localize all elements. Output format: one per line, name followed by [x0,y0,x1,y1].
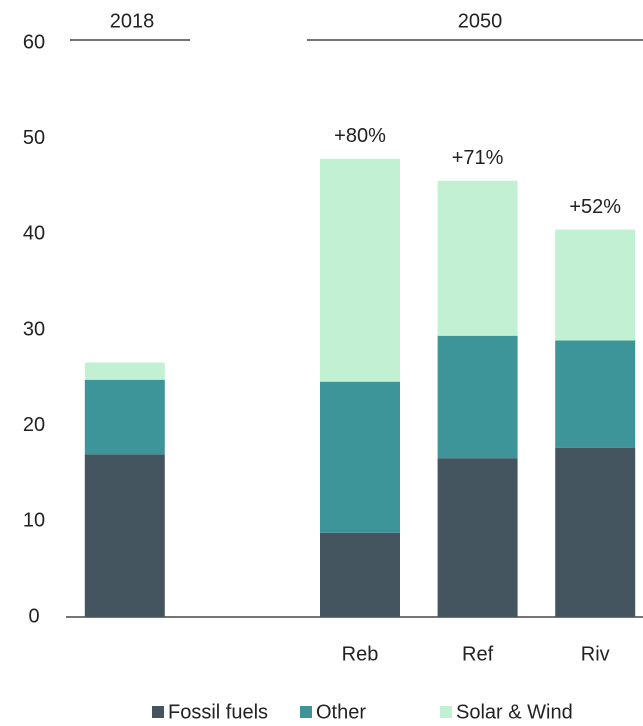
legend-swatch [300,706,312,718]
bar-segment [84,362,165,380]
y-tick-label: 10 [23,510,45,532]
y-tick-label: 60 [23,31,45,53]
y-tick-label: 50 [23,127,45,149]
bar-segment [437,180,518,336]
bar-segment [84,454,165,617]
bar-segment [555,447,636,617]
bar-segment [320,532,400,617]
bar-annotation: +71% [452,147,504,169]
legend-swatch [440,706,452,718]
group-label: 2018 [110,10,155,32]
x-tick-label: Riv [581,643,610,665]
legend-label: Other [316,701,366,723]
group-label: 2050 [458,10,503,32]
x-tick-label: Ref [462,643,494,665]
y-tick-label: 30 [23,318,45,340]
bar-segment [84,379,165,455]
bar-segment [320,158,400,382]
bar-segment [555,340,636,448]
y-tick-label: 0 [28,605,39,627]
y-tick-label: 40 [23,223,45,245]
bar-annotation: +52% [569,196,621,218]
bar-segment [437,458,518,617]
bar-segment [437,335,518,459]
legend-label: Solar & Wind [456,701,573,723]
bar-segment [555,229,636,341]
bar-annotation: +80% [334,125,386,147]
bar-segment [320,381,400,533]
legend-swatch [152,706,164,718]
legend-label: Fossil fuels [168,701,268,723]
y-tick-label: 20 [23,414,45,436]
x-tick-label: Reb [342,643,379,665]
